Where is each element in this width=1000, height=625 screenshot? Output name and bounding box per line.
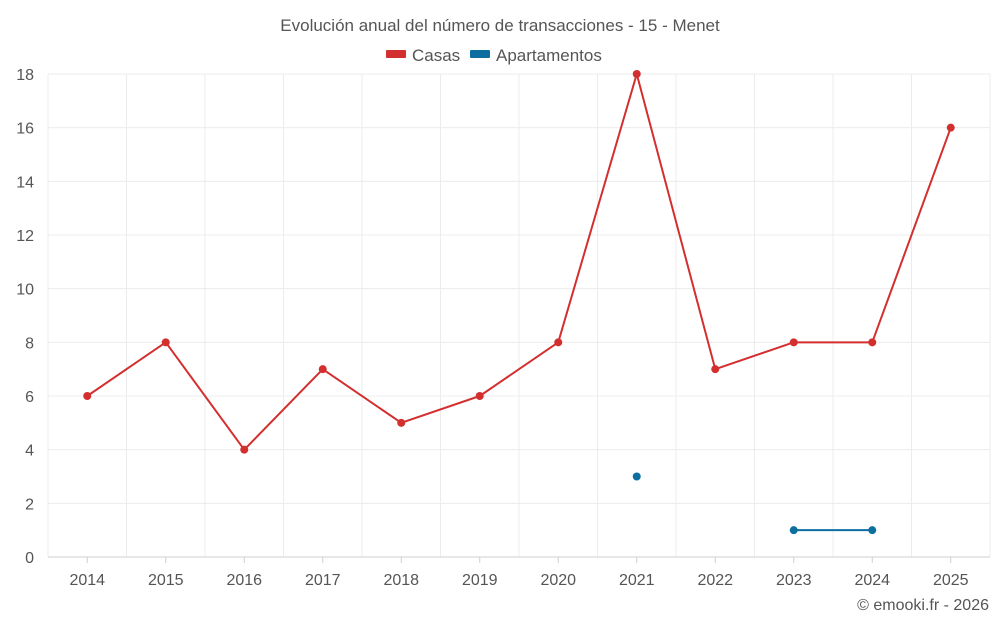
data-point-apartamentos[interactable]: Apartamentos 2023: 1 — [789, 526, 798, 535]
data-point-casas[interactable]: Casas 2019: 6 — [475, 392, 484, 400]
chart-title: Evolución anual del número de transaccio… — [280, 16, 720, 35]
data-point-casas[interactable]: Casas 2016: 4 — [240, 445, 249, 454]
data-point-apartamentos[interactable]: Apartamentos 2024: 1 — [868, 526, 877, 535]
legend: Casas Apartamentos — [386, 46, 602, 65]
x-tick-label: 2016 — [226, 572, 262, 589]
series-apartamentos: Apartamentos 2021: 3 Apartamentos 2023: 1… — [632, 472, 877, 535]
y-tick-label: 12 — [16, 228, 34, 245]
x-axis-ticks: 2014 2015 2016 2017 2018 2019 2020 2021 2022 2023… — [69, 557, 969, 589]
data-point-casas[interactable]: Casas 2023: 8 — [789, 338, 798, 347]
data-point-casas[interactable]: Casas 2021: 18 — [632, 70, 641, 78]
x-tick-label: 2019 — [462, 572, 498, 589]
data-point-casas[interactable]: Casas 2024: 8 — [868, 338, 877, 347]
x-tick-label: 2017 — [305, 572, 341, 589]
series-casas: Casas 2014: 6 Casas 2015: 8 Casas 2016: 4 C… — [83, 70, 955, 454]
data-point-casas[interactable]: Casas 2017: 7 — [318, 365, 327, 374]
data-point-apartamentos[interactable]: Apartamentos 2021: 3 — [632, 472, 641, 481]
grid — [47, 73, 991, 558]
x-tick-label: 2018 — [383, 572, 419, 589]
y-tick-label: 0 — [25, 550, 34, 567]
x-tick-label: 2021 — [619, 572, 655, 589]
y-tick-label: 14 — [16, 174, 34, 191]
legend-label-apartamentos[interactable]: Apartamentos — [496, 46, 602, 65]
y-tick-label: 10 — [16, 282, 34, 299]
y-tick-label: 6 — [25, 389, 34, 406]
y-axis-ticks: 0 2 4 6 8 10 12 14 16 18 — [16, 67, 34, 567]
data-point-casas[interactable]: Casas 2014: 6 — [83, 392, 92, 400]
data-point-casas[interactable]: Casas 2020: 8 — [554, 338, 563, 347]
x-tick-label: 2024 — [854, 572, 890, 589]
x-tick-label: 2020 — [540, 572, 576, 589]
legend-swatch-apartamentos[interactable] — [470, 50, 490, 58]
y-tick-label: 16 — [16, 121, 34, 138]
x-tick-label: 2014 — [69, 572, 105, 589]
data-point-casas[interactable]: Casas 2015: 8 — [161, 338, 170, 347]
data-point-casas[interactable]: Casas 2022: 7 — [711, 365, 720, 374]
x-tick-label: 2022 — [697, 572, 733, 589]
x-tick-label: 2023 — [776, 572, 812, 589]
legend-label-casas[interactable]: Casas — [412, 46, 460, 65]
y-tick-label: 2 — [25, 496, 34, 513]
x-tick-label: 2025 — [933, 572, 969, 589]
data-point-casas[interactable]: Casas 2018: 5 — [397, 418, 406, 427]
x-tick-label: 2015 — [148, 572, 184, 589]
y-tick-label: 8 — [25, 335, 34, 352]
y-tick-label: 4 — [25, 443, 34, 460]
series-layer: Casas 2014: 6 Casas 2015: 8 Casas 2016: 4 C… — [83, 70, 955, 535]
chart-credit: © emooki.fr - 2026 — [857, 597, 989, 614]
legend-swatch-casas[interactable] — [386, 50, 406, 58]
y-tick-label: 18 — [16, 67, 34, 84]
data-point-casas[interactable]: Casas 2025: 16 — [946, 123, 955, 132]
series-line-casas — [86, 73, 952, 451]
